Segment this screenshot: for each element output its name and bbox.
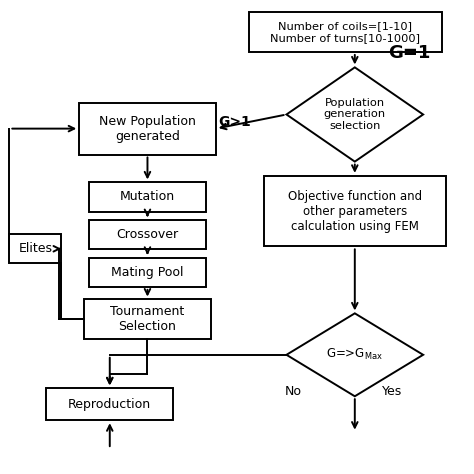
Bar	[9, 234, 61, 264]
Bar	[89, 182, 206, 211]
Text: Objective function and
other parameters
calculation using FEM: Objective function and other parameters …	[288, 190, 422, 233]
Text: Crossover: Crossover	[117, 228, 179, 241]
Text: Yes: Yes	[383, 384, 402, 398]
Text: G=>G$_{\mathregular{Max}}$: G=>G$_{\mathregular{Max}}$	[327, 347, 383, 362]
Bar	[84, 300, 211, 339]
Text: Elites: Elites	[18, 242, 52, 255]
Polygon shape	[286, 67, 423, 162]
Text: G=1: G=1	[388, 44, 430, 62]
Bar	[264, 176, 446, 246]
Text: G>1: G>1	[218, 115, 251, 128]
Polygon shape	[286, 313, 423, 396]
Bar	[46, 388, 173, 420]
Text: Number of coils=[1-10]
Number of turns[10-1000]: Number of coils=[1-10] Number of turns[1…	[270, 21, 420, 43]
Bar	[89, 220, 206, 249]
Text: Mutation: Mutation	[120, 191, 175, 203]
Text: Population
generation
selection: Population generation selection	[324, 98, 386, 131]
Text: New Population
generated: New Population generated	[99, 115, 196, 143]
Text: Tournament
Selection: Tournament Selection	[110, 305, 184, 334]
Bar	[249, 12, 442, 52]
Bar	[79, 103, 216, 155]
Bar	[89, 258, 206, 287]
Text: Mating Pool: Mating Pool	[111, 266, 184, 279]
Text: Reproduction: Reproduction	[68, 398, 151, 411]
Text: No: No	[285, 384, 302, 398]
